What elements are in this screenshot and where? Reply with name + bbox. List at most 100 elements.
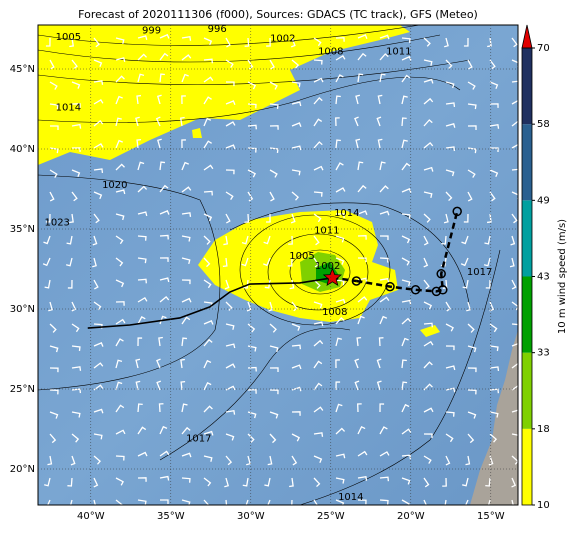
wind-barb <box>401 213 411 219</box>
wind-barb <box>466 301 471 312</box>
wind-barb <box>445 123 456 128</box>
wind-barb <box>401 499 410 505</box>
wind-barb <box>335 117 340 127</box>
wind-barb <box>377 94 383 105</box>
wind-barb <box>241 257 249 267</box>
wind-barb <box>67 279 73 289</box>
wind-barb <box>269 169 278 178</box>
wind-barb <box>291 101 302 107</box>
wind-barb <box>181 477 191 483</box>
wind-barb <box>467 103 477 110</box>
wind-barb <box>401 55 412 61</box>
isobars <box>38 25 501 505</box>
wind-barb <box>269 411 279 419</box>
wind-barb <box>290 213 296 224</box>
wind-barb <box>423 37 431 47</box>
wind-barb <box>159 475 170 481</box>
wind-barb <box>401 477 411 485</box>
wind-barb <box>246 301 252 312</box>
wind-barb <box>225 144 236 150</box>
wind-barb <box>511 168 518 171</box>
wind-barb <box>181 297 192 303</box>
wind-barb <box>463 213 469 223</box>
wind-barb <box>224 279 230 290</box>
wind-barb <box>291 81 301 88</box>
wind-barb <box>115 57 126 62</box>
wind-barb <box>488 455 494 466</box>
wind-barb <box>401 139 408 149</box>
wind-barb <box>269 389 279 395</box>
map: 1005 999 996 1002 1008 1011 1014 1020 1023 1014 10… <box>38 25 518 505</box>
isobar-label: 1008 <box>318 46 343 57</box>
wind-barb <box>485 477 491 487</box>
wind-barb <box>423 477 430 488</box>
wind-barb <box>225 363 236 369</box>
wind-barb <box>49 169 58 178</box>
wind-barb <box>43 235 51 245</box>
wind-barb <box>401 162 411 171</box>
colorbar-tick-label: 49 <box>537 195 550 206</box>
wind-barb <box>445 323 454 332</box>
wind-barb <box>71 366 82 371</box>
colorbar-tick-label: 10 <box>537 500 550 511</box>
wind-barb <box>137 403 143 413</box>
wind-barb <box>115 279 125 288</box>
wind-barb <box>357 315 365 325</box>
wind-barb <box>511 37 518 48</box>
forecast-track <box>356 211 459 293</box>
wind-barb <box>225 100 236 105</box>
wind-barbs <box>42 33 518 505</box>
wind-barb <box>423 301 433 310</box>
wind-barb <box>137 235 147 241</box>
wind-barb <box>93 120 104 127</box>
wind-barb <box>335 162 344 171</box>
wind-barb <box>441 235 447 245</box>
wind-barb <box>335 317 345 325</box>
wind-barb <box>489 433 498 443</box>
wind-barb <box>44 477 51 487</box>
wind-barb <box>423 59 433 66</box>
wind-barb <box>354 380 360 391</box>
wind-barb <box>489 124 500 129</box>
wind-barb <box>462 477 469 487</box>
wind-barb <box>159 499 169 505</box>
wind-barb <box>313 279 321 289</box>
wind-barb <box>93 499 96 505</box>
wind-barb <box>70 455 76 466</box>
wind-barb <box>313 339 324 347</box>
forecast-point <box>351 276 362 286</box>
wind-barb <box>313 360 323 369</box>
wind-barb <box>467 81 476 90</box>
wind-barb <box>423 97 434 105</box>
wind-barb <box>266 213 271 223</box>
wind-barb <box>423 361 433 369</box>
wind-barb <box>489 366 500 372</box>
wind-barb <box>291 122 302 127</box>
wind-barb <box>115 381 123 391</box>
wind-barb <box>401 188 412 193</box>
wind-barb <box>355 138 361 149</box>
isobar-label: 1014 <box>56 102 81 113</box>
wind-barb <box>115 117 122 127</box>
wind-barb <box>115 338 124 347</box>
wind-barb <box>180 358 185 369</box>
wind-barb <box>462 279 469 289</box>
wind-barb <box>247 81 257 90</box>
wind-barb <box>137 257 147 264</box>
wind-barb <box>357 476 368 481</box>
wind-barb <box>69 37 75 48</box>
wind-barb <box>401 317 412 325</box>
wind-barb <box>225 81 235 87</box>
wind-barb <box>71 123 82 129</box>
wind-barb <box>136 138 142 149</box>
wind-barb <box>401 337 409 347</box>
isobar-label: 1020 <box>102 180 127 191</box>
wind-barb <box>159 161 166 171</box>
wind-barb <box>159 234 169 240</box>
wind-barb <box>379 257 389 263</box>
wind-barb <box>511 477 517 488</box>
wind-barb <box>137 161 145 171</box>
wind-barb <box>203 58 213 64</box>
wind-barb <box>203 319 214 325</box>
wind-barb <box>93 143 104 149</box>
